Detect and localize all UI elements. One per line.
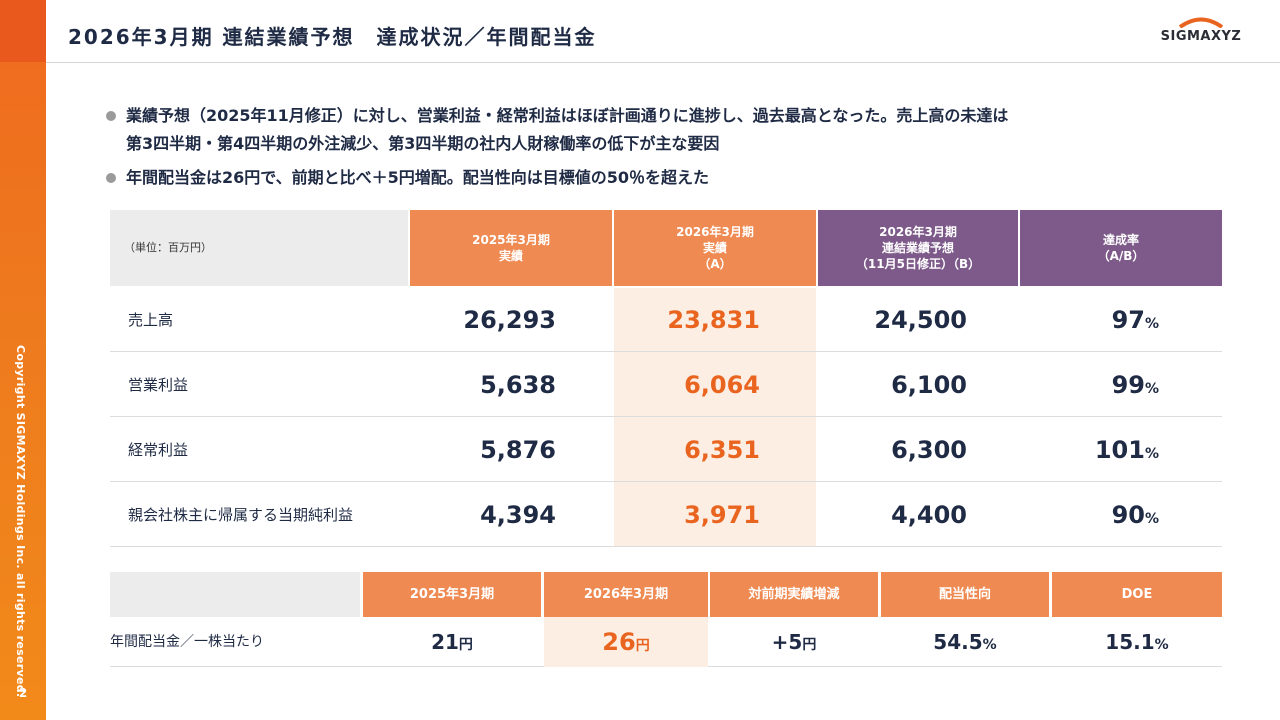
unit-label-cell: （単位：百万円） (110, 210, 408, 286)
bullet-text-line: 業績予想（2025年11月修正）に対し、営業利益・経常利益はほぼ計画通りに進捗し… (126, 106, 1009, 125)
dividend-value: 15.1% (1052, 617, 1222, 667)
value-fy2026: 3,971 (684, 501, 760, 529)
page-number: 2 (18, 686, 28, 700)
header-line: （A） (698, 257, 732, 271)
table-row: 経常利益 5,876 6,351 6,300 101% (110, 418, 1222, 482)
header-divider (46, 62, 1280, 63)
rate-number: 97 (1111, 306, 1145, 334)
header-line: 2025年3月期 (472, 233, 550, 247)
header-line: 連結業績予想 (881, 241, 954, 255)
row-label: 営業利益 (128, 376, 189, 394)
dividend-number: 26 (602, 628, 636, 656)
dividend-unit: % (1154, 637, 1169, 653)
logo-arc-icon (1178, 17, 1224, 28)
copyright-text: Copyright SIGMAXYZ Holdings Inc. all rig… (14, 345, 27, 698)
dividend-unit: 円 (802, 637, 817, 653)
bullet-text-line: 第3四半期・第4四半期の外注減少、第3四半期の社内人財稼働率の低下が主な要因 (126, 134, 720, 153)
bullet-item: 年間配当金は26円で、前期と比べ＋5円増配。配当性向は目標値の50％を超えた (106, 164, 709, 192)
rate-number: 90 (1111, 501, 1145, 529)
value-fy2025: 26,293 (463, 306, 556, 334)
bullet-item: 業績予想（2025年11月修正）に対し、営業利益・経常利益はほぼ計画通りに進捗し… (106, 102, 1008, 158)
dividend-number: +5 (771, 630, 803, 654)
bullet-text-line: 年間配当金は26円で、前期と比べ＋5円増配。配当性向は目標値の50％を超えた (126, 168, 710, 187)
value-rate: 97% (1020, 288, 1159, 352)
header-line: （11月5日修正）（B） (855, 257, 981, 271)
header-fy2026-actual: 2026年3月期 実績 （A） (614, 210, 816, 286)
dividend-value: +5円 (710, 617, 878, 667)
highlight-cell (544, 617, 708, 667)
header-line: 2026年3月期 (676, 225, 754, 239)
rate-percent-sign: % (1144, 511, 1159, 527)
header-forecast: 2026年3月期 連結業績予想 （11月5日修正）（B） (818, 210, 1018, 286)
table-row: 売上高 26,293 23,831 24,500 97% (110, 288, 1222, 352)
dividend-unit: % (982, 637, 997, 653)
header-fy2025-actual: 2025年3月期 実績 (410, 210, 612, 286)
rate-number: 101 (1094, 436, 1145, 464)
header-line: 実績 (702, 241, 727, 255)
dividend-header: 配当性向 (881, 572, 1049, 617)
dividend-header: 対前期実績増減 (710, 572, 878, 617)
value-rate: 99% (1020, 353, 1159, 417)
header-line: 2026年3月期 (879, 225, 957, 239)
dividend-number: 15.1 (1105, 630, 1155, 654)
bullet-dot-icon (106, 173, 116, 183)
dividend-number: 21 (431, 630, 459, 654)
value-forecast: 4,400 (891, 501, 967, 529)
header-achievement-rate: 達成率 （A/B） (1020, 210, 1222, 286)
dividend-number: 54.5 (933, 630, 983, 654)
company-logo: SIGMAXYZ (1146, 16, 1256, 46)
header-line: 実績 (498, 249, 523, 263)
unit-label: （単位：百万円） (124, 241, 212, 254)
value-rate: 101% (1020, 418, 1159, 482)
header-line: 達成率 (1102, 233, 1139, 247)
rate-percent-sign: % (1144, 316, 1159, 332)
value-fy2026: 23,831 (667, 306, 760, 334)
dividend-row-label: 年間配当金／一株当たり (110, 634, 264, 650)
logo-wordmark: SIGMAXYZ (1160, 29, 1242, 44)
row-label: 親会社株主に帰属する当期純利益 (128, 506, 354, 524)
value-forecast: 6,300 (891, 436, 967, 464)
value-fy2026: 6,351 (684, 436, 760, 464)
highlight-column (614, 288, 816, 546)
bullet-dot-icon (106, 111, 116, 121)
dividend-value: 26円 (544, 617, 708, 667)
dividend-unit: 円 (458, 637, 473, 653)
value-forecast: 6,100 (891, 371, 967, 399)
dividend-header-blank (110, 572, 360, 617)
value-rate: 90% (1020, 483, 1159, 547)
header-line: （A/B） (1097, 249, 1145, 263)
dividend-unit: 円 (635, 638, 650, 654)
value-fy2026: 6,064 (684, 371, 760, 399)
dividend-value: 54.5% (881, 617, 1049, 667)
value-fy2025: 5,876 (480, 436, 556, 464)
value-fy2025: 5,638 (480, 371, 556, 399)
dividend-row: 年間配当金／一株当たり 21円 26円 +5円 54.5% 15.1% (110, 617, 1222, 667)
value-fy2025: 4,394 (480, 501, 556, 529)
corner-accent-block (0, 0, 46, 62)
row-label: 経常利益 (128, 441, 189, 459)
dividend-header: DOE (1052, 572, 1222, 617)
rate-number: 99 (1111, 371, 1145, 399)
table-row: 親会社株主に帰属する当期純利益 4,394 3,971 4,400 90% (110, 483, 1222, 547)
dividend-value: 21円 (363, 617, 541, 667)
left-rail (0, 0, 46, 720)
dividend-header: 2025年3月期 (363, 572, 541, 617)
value-forecast: 24,500 (874, 306, 967, 334)
row-label: 売上高 (128, 311, 174, 329)
dividend-header: 2026年3月期 (544, 572, 708, 617)
rate-percent-sign: % (1144, 446, 1159, 462)
table-row: 営業利益 5,638 6,064 6,100 99% (110, 353, 1222, 417)
page-title: 2026年3月期 連結業績予想 達成状況／年間配当金 (68, 25, 597, 49)
rate-percent-sign: % (1144, 381, 1159, 397)
